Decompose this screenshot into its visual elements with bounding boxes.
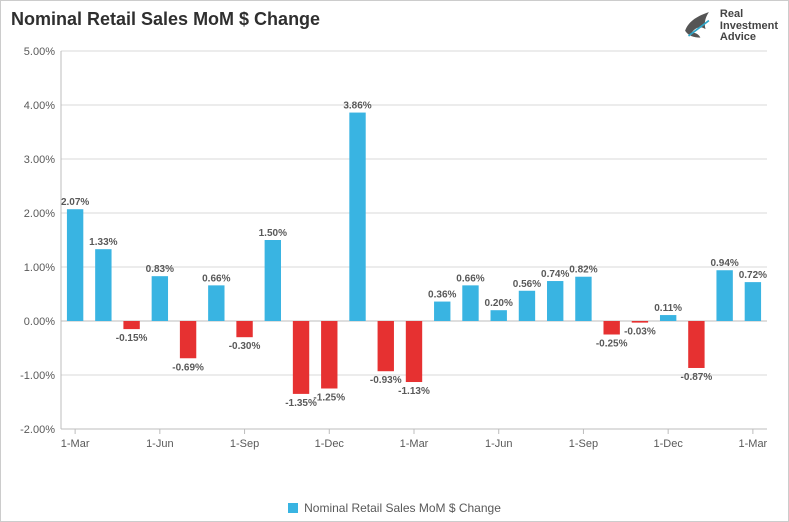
legend-label: Nominal Retail Sales MoM $ Change bbox=[304, 501, 501, 515]
svg-text:1-Mar: 1-Mar bbox=[400, 438, 429, 450]
bar-chart: -2.00%-1.00%0.00%1.00%2.00%3.00%4.00%5.0… bbox=[61, 45, 771, 465]
svg-text:4.00%: 4.00% bbox=[24, 100, 55, 112]
svg-text:-0.03%: -0.03% bbox=[624, 327, 656, 338]
svg-text:1-Dec: 1-Dec bbox=[315, 438, 345, 450]
bar bbox=[491, 310, 507, 321]
bar bbox=[95, 249, 111, 321]
bar bbox=[265, 240, 281, 321]
eagle-icon bbox=[680, 7, 714, 46]
chart-title: Nominal Retail Sales MoM $ Change bbox=[11, 9, 320, 30]
svg-text:0.66%: 0.66% bbox=[202, 273, 230, 284]
svg-text:0.82%: 0.82% bbox=[569, 265, 597, 276]
svg-text:5.00%: 5.00% bbox=[24, 46, 55, 58]
svg-text:0.36%: 0.36% bbox=[428, 290, 456, 301]
bar bbox=[152, 276, 168, 321]
svg-text:-0.69%: -0.69% bbox=[172, 362, 204, 373]
bar bbox=[745, 282, 761, 321]
bar bbox=[688, 321, 704, 368]
bar bbox=[123, 321, 139, 329]
bar bbox=[660, 315, 676, 321]
bar bbox=[575, 277, 591, 321]
svg-text:-1.35%: -1.35% bbox=[285, 398, 317, 409]
bar bbox=[434, 302, 450, 321]
svg-text:2.07%: 2.07% bbox=[61, 197, 89, 208]
bar bbox=[293, 321, 309, 394]
legend-swatch bbox=[288, 503, 298, 513]
svg-text:0.94%: 0.94% bbox=[710, 258, 738, 269]
brand-line1: Real bbox=[720, 9, 778, 21]
bar bbox=[208, 285, 224, 321]
svg-text:1-Jun: 1-Jun bbox=[146, 438, 174, 450]
svg-text:0.11%: 0.11% bbox=[654, 303, 682, 314]
svg-text:-0.15%: -0.15% bbox=[116, 333, 148, 344]
svg-text:2.00%: 2.00% bbox=[24, 208, 55, 220]
svg-text:1-Sep: 1-Sep bbox=[230, 438, 259, 450]
bar bbox=[67, 209, 83, 321]
svg-text:1-Sep: 1-Sep bbox=[569, 438, 598, 450]
svg-text:1-Mar: 1-Mar bbox=[739, 438, 768, 450]
bar bbox=[378, 321, 394, 371]
svg-text:1-Jun: 1-Jun bbox=[485, 438, 513, 450]
chart-container: { "title": "Nominal Retail Sales MoM $ C… bbox=[0, 0, 789, 522]
svg-text:-1.13%: -1.13% bbox=[398, 386, 430, 397]
bar bbox=[349, 113, 365, 321]
svg-text:0.83%: 0.83% bbox=[146, 264, 174, 275]
svg-text:-0.30%: -0.30% bbox=[229, 341, 261, 352]
svg-text:0.72%: 0.72% bbox=[739, 270, 767, 281]
bar bbox=[716, 270, 732, 321]
bar bbox=[632, 321, 648, 323]
svg-text:1-Mar: 1-Mar bbox=[61, 438, 90, 450]
bar bbox=[321, 321, 337, 389]
svg-text:0.56%: 0.56% bbox=[513, 279, 541, 290]
brand-text: Real Investment Advice bbox=[720, 9, 778, 44]
svg-text:0.20%: 0.20% bbox=[485, 298, 513, 309]
svg-text:-0.93%: -0.93% bbox=[370, 375, 402, 386]
svg-text:1.50%: 1.50% bbox=[259, 228, 287, 239]
svg-text:-2.00%: -2.00% bbox=[20, 424, 55, 436]
legend: Nominal Retail Sales MoM $ Change bbox=[1, 501, 788, 515]
svg-text:0.00%: 0.00% bbox=[24, 316, 55, 328]
svg-text:0.66%: 0.66% bbox=[456, 273, 484, 284]
bar bbox=[180, 321, 196, 358]
bar bbox=[547, 281, 563, 321]
svg-text:1.33%: 1.33% bbox=[89, 237, 117, 248]
svg-text:1-Dec: 1-Dec bbox=[653, 438, 683, 450]
bar bbox=[236, 321, 252, 337]
svg-text:1.00%: 1.00% bbox=[24, 262, 55, 274]
svg-text:-1.25%: -1.25% bbox=[313, 393, 345, 404]
svg-text:-0.25%: -0.25% bbox=[596, 339, 628, 350]
svg-text:0.74%: 0.74% bbox=[541, 269, 569, 280]
svg-text:-1.00%: -1.00% bbox=[20, 370, 55, 382]
svg-text:3.00%: 3.00% bbox=[24, 154, 55, 166]
bar bbox=[603, 321, 619, 335]
svg-text:3.86%: 3.86% bbox=[343, 101, 371, 112]
brand-line3: Advice bbox=[720, 32, 778, 44]
bar bbox=[462, 285, 478, 321]
svg-text:-0.87%: -0.87% bbox=[681, 372, 713, 383]
bar bbox=[406, 321, 422, 382]
brand-logo: Real Investment Advice bbox=[680, 7, 778, 46]
bar bbox=[519, 291, 535, 321]
